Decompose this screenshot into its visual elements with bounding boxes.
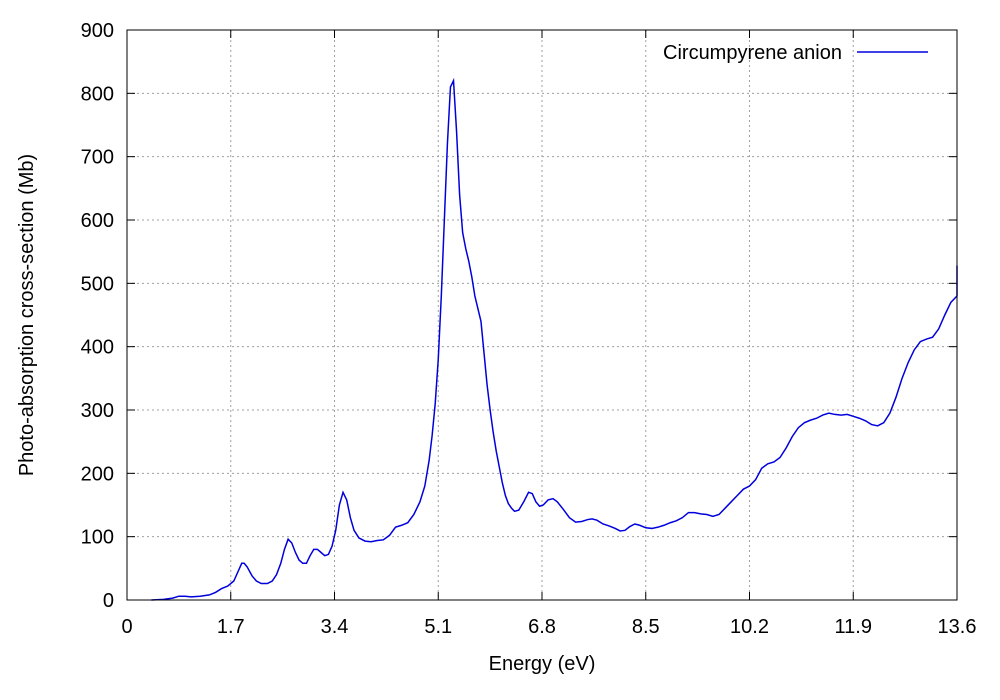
x-axis-label: Energy (eV) (489, 653, 596, 675)
x-tick-label: 5.1 (424, 616, 452, 638)
x-tick-label: 10.2 (730, 616, 769, 638)
x-tick-label: 6.8 (528, 616, 556, 638)
legend-label: Circumpyrene anion (663, 42, 842, 64)
y-tick-label: 600 (81, 210, 114, 232)
x-tick-label: 8.5 (632, 616, 660, 638)
x-tick-label: 13.6 (938, 616, 977, 638)
x-tick-label: 3.4 (321, 616, 349, 638)
series-line (151, 77, 958, 601)
y-tick-label: 0 (103, 590, 114, 612)
y-tick-label: 800 (81, 83, 114, 105)
y-tick-label: 100 (81, 527, 114, 549)
y-tick-label: 700 (81, 147, 114, 169)
plot-frame (126, 29, 958, 601)
x-tick-label: 1.7 (217, 616, 245, 638)
plot-area (151, 77, 958, 601)
y-axis-label: Photo-absorption cross-section (Mb) (16, 154, 38, 476)
y-tick-label: 200 (81, 463, 114, 485)
x-tick-label: 0 (121, 616, 132, 638)
y-tick-label: 300 (81, 400, 114, 422)
x-tick-label: 11.9 (835, 616, 872, 638)
y-tick-label: 400 (81, 337, 114, 359)
legend: Circumpyrene anion (663, 42, 928, 64)
tick-labels: 0 1.7 3.4 5.1 6.8 8.5 10.2 11.9 13.6 0 100 200 300 40… (81, 20, 977, 638)
grid-lines (127, 30, 957, 600)
y-tick-label: 500 (81, 273, 114, 295)
y-tick-label: 900 (81, 20, 114, 42)
